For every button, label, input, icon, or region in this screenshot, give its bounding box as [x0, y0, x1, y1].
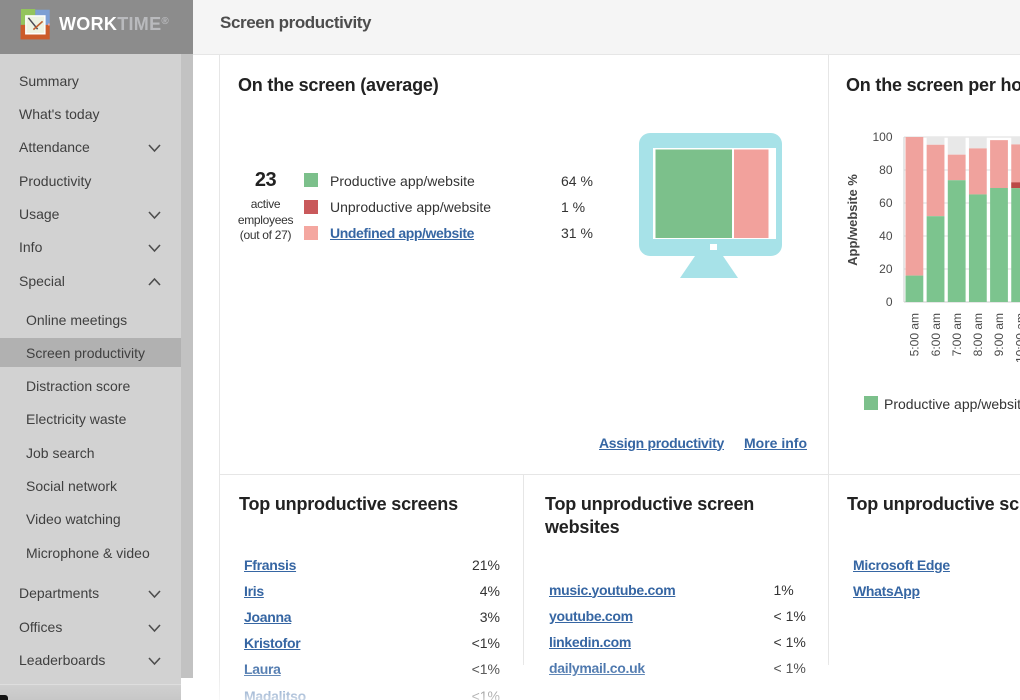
svg-text:6:00 am: 6:00 am [929, 313, 943, 356]
svg-text:App/website %: App/website % [846, 174, 860, 266]
svg-text:7:00 am: 7:00 am [950, 313, 964, 356]
svg-text:0: 0 [886, 295, 893, 309]
svg-text:40: 40 [879, 229, 893, 243]
svg-text:8:00 am: 8:00 am [971, 313, 985, 356]
svg-text:9:00 am: 9:00 am [992, 313, 1006, 356]
svg-text:80: 80 [879, 163, 893, 177]
svg-text:60: 60 [879, 196, 893, 210]
svg-text:5:00 am: 5:00 am [908, 313, 922, 356]
svg-text:20: 20 [879, 262, 893, 276]
svg-text:100: 100 [872, 130, 892, 144]
svg-text:10:00 am: 10:00 am [1013, 313, 1020, 363]
